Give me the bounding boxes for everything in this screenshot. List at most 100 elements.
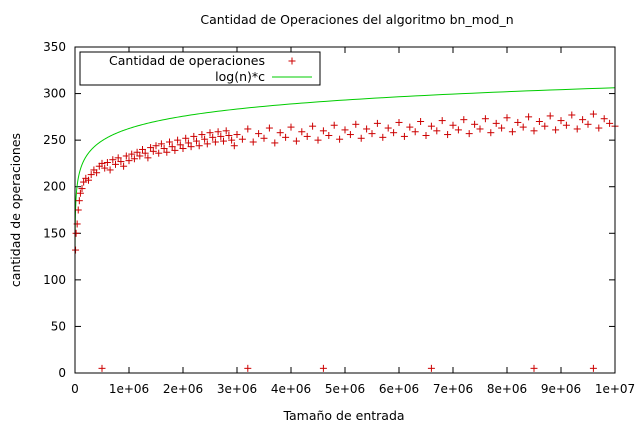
data-point [606,119,614,127]
data-point [298,128,306,136]
data-point [171,146,179,154]
data-point [136,152,144,160]
data-point [346,131,354,139]
data-point [106,166,114,174]
data-point [103,158,111,166]
data-point [109,156,117,164]
legend-marker-plus [288,57,296,65]
data-point [535,118,543,126]
data-point [276,129,284,137]
data-point [190,132,198,140]
data-point [433,127,441,135]
data-point [152,142,160,150]
data-point [530,364,538,372]
data-point [476,125,484,133]
data-point [72,246,80,254]
data-point [541,122,549,130]
data-point [255,130,263,138]
data-point [130,155,138,163]
data-point [101,164,109,172]
data-point [411,128,419,136]
data-point [139,145,146,153]
y-tick-label: 50 [51,319,66,333]
data-point [198,131,206,139]
data-point [373,119,381,127]
data-point [319,364,327,372]
x-tick-label: 9e+06 [541,382,581,396]
data-point [244,125,252,133]
data-point [182,134,190,142]
plot-series [72,87,619,372]
data-point [76,189,84,197]
data-point [120,162,128,170]
legend-label-operaciones: Cantidad de operaciones [109,53,265,68]
data-point [336,135,344,143]
data-point [271,139,279,147]
data-point [80,178,88,186]
data-point [203,140,211,148]
data-point [363,125,371,133]
data-point [395,118,403,126]
plot-frame [74,46,616,374]
data-point [74,206,82,214]
data-point [319,127,327,135]
data-point [390,129,398,137]
data-point [149,147,157,155]
data-point [75,197,83,205]
data-point [492,119,500,127]
data-point [211,138,219,146]
data-point [93,169,101,177]
y-tick-label: 100 [43,273,66,287]
data-point [514,118,522,126]
data-point [282,133,290,141]
data-point [166,138,173,146]
data-point [147,144,155,152]
data-point [230,142,238,150]
data-point [168,143,176,151]
data-point [114,154,122,162]
data-point [228,136,236,144]
data-point [352,120,360,128]
data-point [508,128,516,136]
data-point [98,364,106,372]
data-point [471,120,479,128]
data-point [325,131,333,139]
data-point [519,123,527,131]
data-point [174,136,182,144]
data-point [330,121,338,129]
y-tick-label: 150 [43,226,66,240]
data-point [233,131,241,139]
data-point [368,130,376,138]
x-axis-title: Tamaño de entrada [282,408,404,423]
data-point [225,131,233,139]
data-point [265,124,273,132]
data-point [206,129,214,137]
data-point [357,134,365,142]
data-point [193,137,200,145]
data-point [379,133,387,141]
legend-label-log: log(n)*c [215,69,265,84]
axis-ticks: 0 1e+06 2e+06 3e+06 4e+06 5e+06 6e+06 7e+06 8e+0… [43,40,635,396]
data-point [187,143,195,151]
data-point [195,142,203,150]
data-point [249,138,257,146]
data-point [128,150,136,158]
data-point [98,159,106,167]
data-point [503,114,511,122]
data-point [155,149,163,157]
data-point [589,110,597,118]
x-tick-label: 2e+06 [163,382,203,396]
chart-title: Cantidad de Operaciones del algoritmo bn… [200,12,513,27]
data-point [309,122,317,130]
data-point [422,131,430,139]
data-point [546,112,554,120]
data-point [117,158,125,166]
data-point [222,127,230,135]
x-tick-label: 3e+06 [217,382,257,396]
data-point [314,136,322,144]
data-point [141,149,149,157]
data-point [589,364,597,372]
x-tick-label: 5e+06 [325,382,365,396]
data-point [341,126,349,134]
data-point [220,137,227,145]
